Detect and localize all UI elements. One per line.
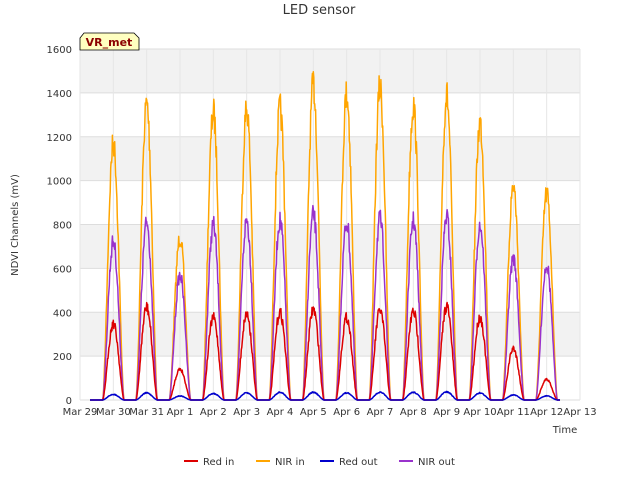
grid-band: [80, 49, 580, 93]
x-tick-label: Apr 5: [300, 407, 327, 418]
grid-band: [80, 136, 580, 181]
x-tick-label: Apr 1: [167, 407, 194, 418]
legend: Red in NIR in Red out NIR out: [184, 457, 455, 468]
x-tick-label: Apr 12: [530, 407, 563, 418]
legend-label: Red out: [339, 457, 378, 468]
x-tick-label: Apr 6: [333, 407, 360, 418]
x-tick-label: Apr 7: [367, 407, 394, 418]
background-bands: [80, 49, 580, 357]
x-axis-label: Time: [552, 425, 577, 436]
grid-band: [80, 224, 580, 269]
chart-title: LED sensor: [283, 3, 356, 18]
y-tick-labels: 0 200 400 600 800 1000 1200 1400 1600: [47, 45, 72, 407]
x-tick-label: Apr 13: [563, 407, 596, 418]
x-tick-label: Mar 31: [129, 407, 164, 418]
badge-box: [79, 32, 140, 51]
x-tick-label: Apr 9: [433, 407, 460, 418]
legend-label: NIR in: [275, 457, 305, 468]
x-tick-label: Mar 30: [96, 407, 131, 418]
badge-text: VR_met: [86, 36, 133, 49]
x-tick-label: Apr 4: [267, 407, 294, 418]
x-tick-label: Apr 10: [463, 407, 496, 418]
y-tick-label: 400: [53, 308, 72, 319]
x-tick-label: Apr 3: [233, 407, 260, 418]
grid-band: [80, 312, 580, 357]
y-tick-label: 1600: [47, 45, 72, 56]
y-tick-label: 0: [66, 396, 72, 407]
y-tick-label: 1000: [47, 177, 72, 188]
y-tick-label: 1400: [47, 89, 72, 100]
y-tick-label: 1200: [47, 133, 72, 144]
series-lines: [90, 71, 560, 401]
legend-label: Red in: [203, 457, 234, 468]
x-tick-label: Mar 29: [63, 407, 98, 418]
x-tick-label: Apr 11: [497, 407, 530, 418]
y-tick-label: 600: [53, 264, 72, 275]
y-tick-label: 800: [53, 221, 72, 232]
y-tick-label: 200: [53, 352, 72, 363]
x-tick-label: Apr 2: [200, 407, 227, 418]
y-axis-label: NDVI Channels (mV): [10, 174, 21, 276]
x-tick-label: Apr 8: [400, 407, 427, 418]
legend-label: NIR out: [418, 457, 455, 468]
series-line-red-out: [90, 390, 560, 401]
badge: VR_met: [79, 32, 140, 51]
